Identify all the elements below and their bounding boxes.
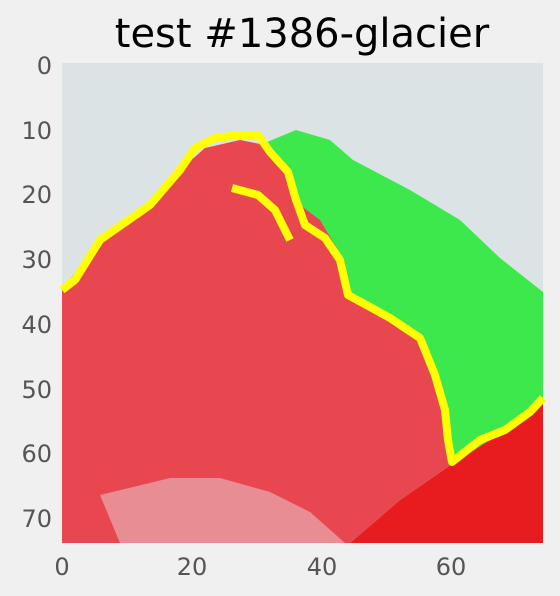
glacier-boundary <box>59 131 546 466</box>
y-tick-label: 70 <box>21 505 52 533</box>
y-tick-label: 10 <box>21 117 52 145</box>
image-panel <box>59 63 546 543</box>
y-tick-label: 50 <box>21 376 52 404</box>
chart-title: test #1386-glacier <box>115 11 490 57</box>
y-axis: 0 10 20 30 40 50 60 70 <box>21 52 52 533</box>
green-region <box>255 130 543 462</box>
inner-boundary <box>230 184 294 242</box>
debris-region <box>100 478 345 543</box>
y-tick-label: 30 <box>21 246 52 274</box>
x-tick-label: 0 <box>54 553 69 581</box>
bright-red-region <box>350 398 543 543</box>
x-axis: 0 20 40 60 <box>54 553 466 581</box>
x-tick-label: 60 <box>436 553 467 581</box>
y-tick-label: 0 <box>37 52 52 80</box>
y-tick-label: 20 <box>21 181 52 209</box>
glacier-region <box>62 140 455 543</box>
y-tick-label: 40 <box>21 311 52 339</box>
x-tick-label: 20 <box>177 553 208 581</box>
x-tick-label: 40 <box>307 553 338 581</box>
y-tick-label: 60 <box>21 440 52 468</box>
